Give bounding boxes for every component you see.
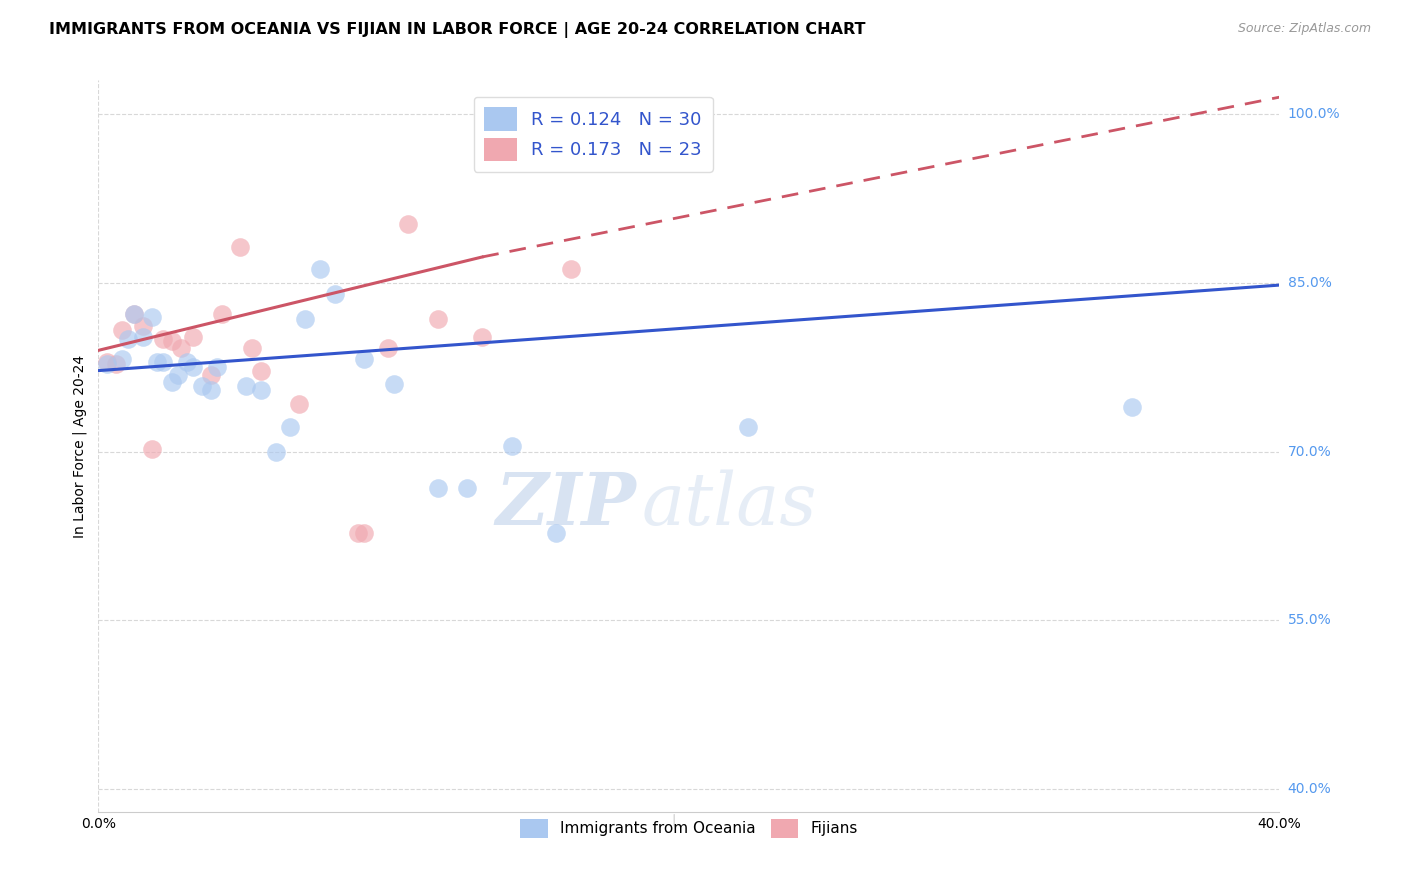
Text: IMMIGRANTS FROM OCEANIA VS FIJIAN IN LABOR FORCE | AGE 20-24 CORRELATION CHART: IMMIGRANTS FROM OCEANIA VS FIJIAN IN LAB… (49, 22, 866, 38)
Text: 100.0%: 100.0% (1288, 107, 1340, 121)
Point (96, 354, 118, 368)
Point (235, 379, 257, 393)
Point (122, 307, 145, 321)
Point (111, 352, 134, 367)
Point (229, 240, 252, 254)
Text: 85.0%: 85.0% (1288, 276, 1331, 290)
Point (132, 330, 155, 344)
Point (323, 287, 346, 301)
Point (162, 334, 183, 349)
Text: 40.0%: 40.0% (1288, 782, 1331, 797)
Point (471, 330, 494, 344)
Point (200, 368, 222, 383)
Point (309, 262, 332, 277)
Point (170, 341, 193, 355)
Point (117, 332, 139, 346)
Point (250, 383, 273, 397)
Point (162, 375, 183, 389)
Point (560, 262, 582, 277)
Point (398, 217, 420, 231)
Point (211, 307, 233, 321)
Point (205, 360, 228, 375)
Point (200, 383, 222, 397)
Point (353, 352, 375, 367)
Point (167, 368, 190, 383)
Point (294, 311, 316, 326)
Point (181, 330, 204, 344)
Point (176, 354, 198, 368)
Point (141, 442, 163, 457)
Point (427, 481, 450, 495)
Point (546, 525, 568, 540)
Point (96, 357, 118, 371)
Text: Source: ZipAtlas.com: Source: ZipAtlas.com (1237, 22, 1371, 36)
Text: 55.0%: 55.0% (1288, 614, 1331, 627)
Text: atlas: atlas (641, 469, 817, 540)
Point (250, 363, 273, 377)
Point (132, 318, 155, 333)
Point (152, 354, 174, 368)
Point (501, 439, 523, 453)
Point (191, 379, 214, 393)
Point (146, 354, 169, 368)
Y-axis label: In Labor Force | Age 20-24: In Labor Force | Age 20-24 (73, 354, 87, 538)
Point (141, 310, 163, 324)
Point (240, 341, 263, 355)
Point (353, 525, 375, 540)
Point (181, 360, 204, 375)
Point (427, 311, 450, 326)
Point (152, 332, 174, 346)
Point (288, 397, 311, 411)
Point (382, 377, 405, 392)
Point (737, 420, 759, 434)
Point (105, 357, 128, 371)
Point (347, 525, 370, 540)
Legend: Immigrants from Oceania, Fijians: Immigrants from Oceania, Fijians (515, 813, 863, 845)
Point (377, 341, 399, 355)
Point (457, 481, 479, 495)
Text: ZIP: ZIP (495, 469, 636, 540)
Point (111, 323, 134, 337)
Point (1121, 400, 1143, 414)
Text: 70.0%: 70.0% (1288, 444, 1331, 458)
Point (122, 307, 145, 321)
Point (264, 444, 287, 458)
Point (280, 420, 302, 434)
